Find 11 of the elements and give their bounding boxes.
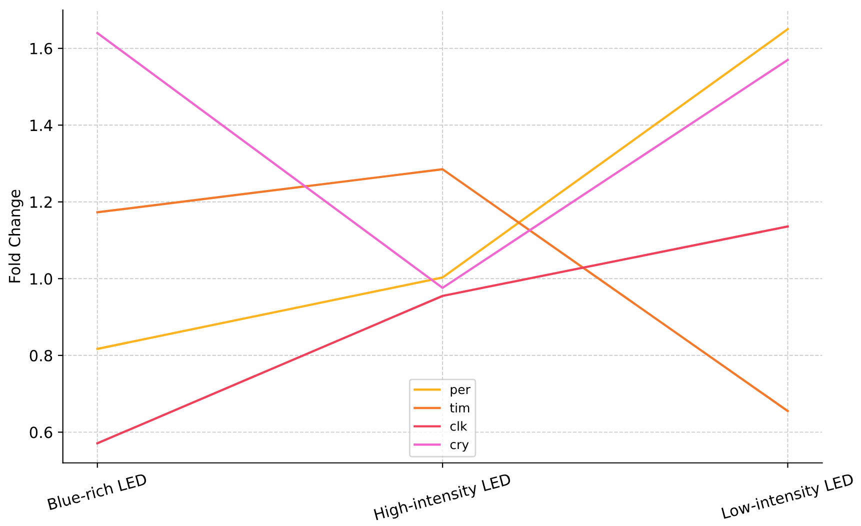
y-tick-label: 1.0 <box>30 273 52 285</box>
legend-label: clk <box>450 421 468 431</box>
legend-label: cry <box>450 442 469 452</box>
y-axis-title: Fold Change <box>8 190 24 282</box>
legend-label: tim <box>450 402 470 412</box>
legend-label: per <box>450 386 470 397</box>
y-tick-label: 0.8 <box>30 350 52 362</box>
y-tick-label: 0.6 <box>30 426 52 438</box>
y-tick-label: 1.4 <box>30 120 52 131</box>
y-tick-label: 1.6 <box>30 42 52 54</box>
y-tick-label: 1.2 <box>30 196 52 208</box>
